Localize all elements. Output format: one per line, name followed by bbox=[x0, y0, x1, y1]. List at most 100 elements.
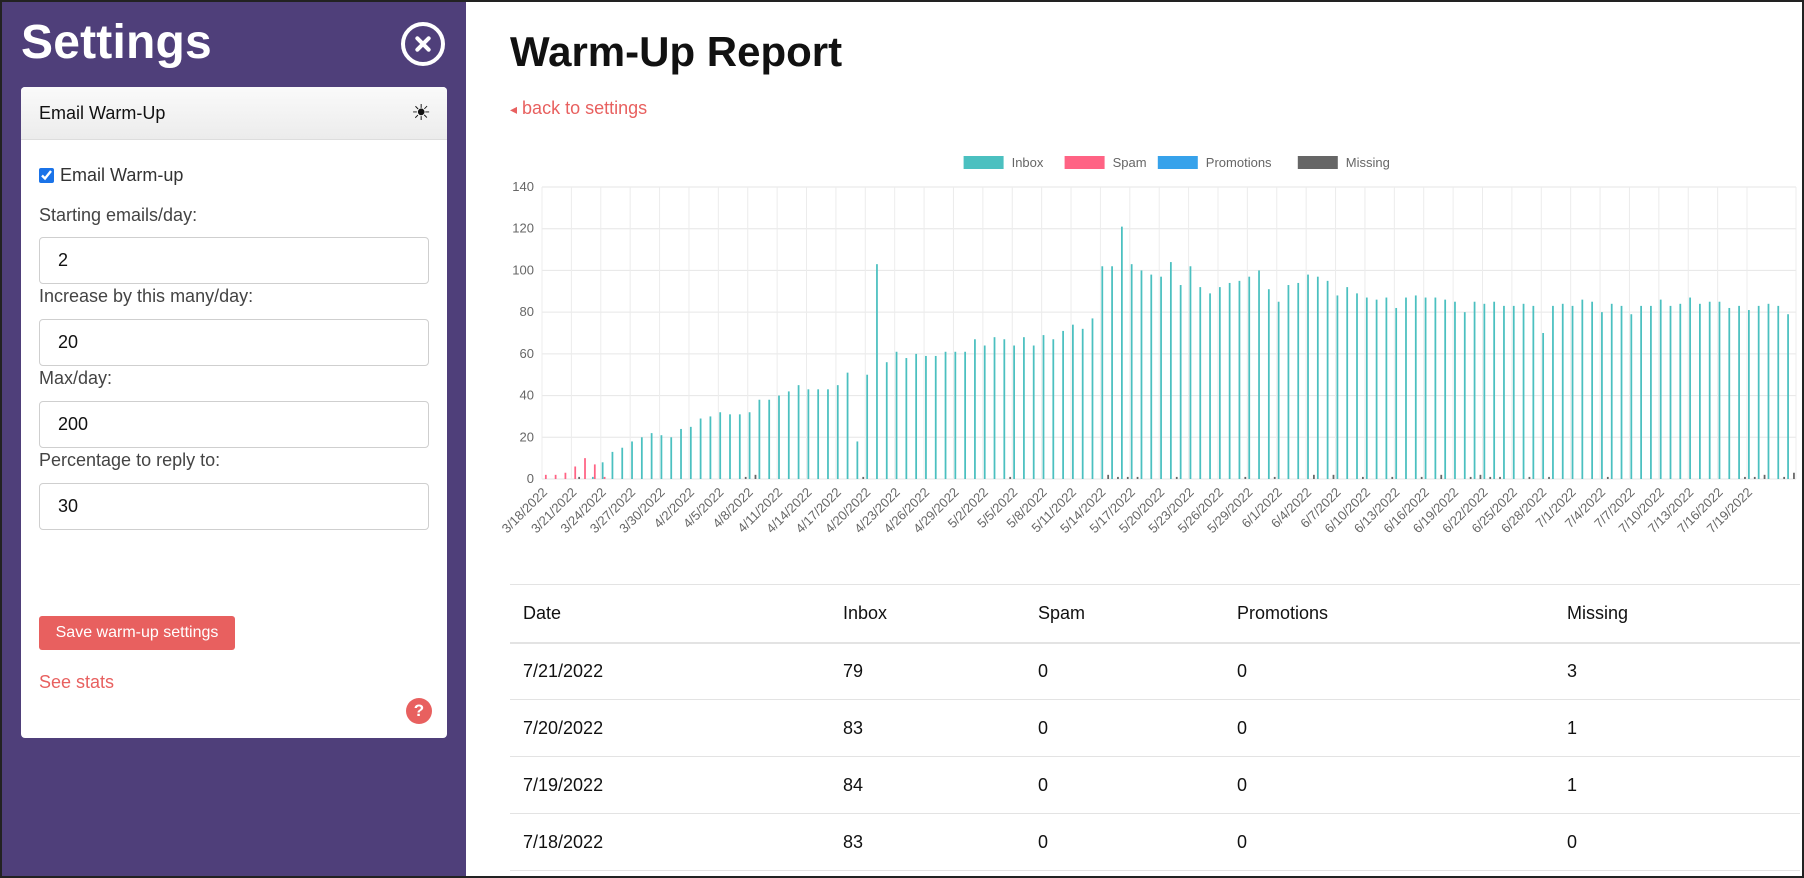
email-warmup-checkbox[interactable] bbox=[39, 168, 54, 183]
bar-inbox bbox=[621, 447, 624, 479]
email-warmup-label: Email Warm-up bbox=[60, 165, 184, 185]
cell-spam: 0 bbox=[1025, 756, 1224, 814]
back-to-settings-link[interactable]: ◂ back to settings bbox=[510, 98, 647, 119]
legend-swatch-inbox bbox=[963, 156, 1004, 169]
bar-inbox bbox=[974, 339, 976, 479]
bar-inbox bbox=[817, 389, 820, 479]
cell-promotions: 0 bbox=[1224, 642, 1554, 700]
y-tick-label: 120 bbox=[512, 221, 534, 236]
bar-inbox bbox=[1522, 303, 1525, 479]
bar-inbox bbox=[1189, 266, 1192, 479]
bar-inbox bbox=[925, 355, 927, 479]
bar-inbox bbox=[631, 441, 633, 479]
y-tick-label: 80 bbox=[520, 304, 534, 319]
bar-inbox bbox=[1297, 282, 1300, 479]
bar-inbox bbox=[1454, 301, 1456, 479]
bar-missing bbox=[862, 476, 865, 479]
bar-inbox bbox=[738, 414, 741, 479]
sun-icon[interactable]: ☀ bbox=[411, 100, 431, 125]
bar-inbox bbox=[1336, 295, 1339, 479]
bar-inbox bbox=[719, 412, 722, 479]
bar-inbox bbox=[1091, 318, 1094, 479]
bar-inbox bbox=[1718, 301, 1721, 479]
bar-inbox bbox=[964, 351, 967, 479]
bar-missing bbox=[744, 476, 747, 479]
cell-promotions: 0 bbox=[1224, 813, 1554, 871]
bar-missing bbox=[1440, 474, 1443, 479]
bar-inbox bbox=[689, 426, 692, 479]
bar-inbox bbox=[1708, 301, 1711, 479]
header-spam: Spam bbox=[1025, 584, 1224, 644]
bar-inbox bbox=[1042, 335, 1045, 479]
bar-inbox bbox=[1395, 307, 1398, 479]
bar-missing bbox=[1244, 476, 1247, 479]
bar-inbox bbox=[778, 395, 780, 479]
see-stats-link[interactable]: See stats bbox=[39, 672, 115, 692]
email-warmup-toggle[interactable]: Email Warm-up bbox=[39, 165, 183, 186]
bar-inbox bbox=[591, 476, 594, 479]
bar-spam bbox=[554, 474, 557, 479]
legend-label-spam: Spam bbox=[1113, 155, 1147, 170]
bar-inbox bbox=[1111, 266, 1113, 479]
bar-inbox bbox=[640, 437, 643, 479]
starting-emails-input[interactable] bbox=[39, 237, 429, 284]
bar-inbox bbox=[827, 389, 829, 479]
header-inbox: Inbox bbox=[830, 584, 1025, 644]
header-date: Date bbox=[510, 584, 830, 644]
legend-swatch-promotions bbox=[1157, 156, 1198, 169]
card-title: Email Warm-Up bbox=[39, 103, 166, 123]
reply-percentage-input[interactable] bbox=[39, 483, 429, 530]
increase-per-day-input[interactable] bbox=[39, 319, 429, 366]
bar-inbox bbox=[1503, 305, 1505, 479]
close-icon[interactable] bbox=[401, 22, 445, 66]
bar-inbox bbox=[1120, 226, 1123, 479]
bar-missing bbox=[1548, 476, 1550, 479]
help-icon[interactable]: ? bbox=[406, 698, 432, 724]
bar-inbox bbox=[1414, 295, 1417, 479]
bar-inbox bbox=[1552, 305, 1554, 479]
bar-inbox bbox=[1630, 314, 1633, 479]
bar-inbox bbox=[768, 399, 771, 479]
bar-missing bbox=[1332, 474, 1335, 479]
bar-inbox bbox=[944, 351, 947, 479]
bar-inbox bbox=[1728, 307, 1731, 479]
legend-label-inbox: Inbox bbox=[1012, 155, 1044, 170]
y-tick-label: 140 bbox=[512, 179, 534, 194]
cell-spam: 0 bbox=[1025, 813, 1224, 871]
cell-date: 7/18/2022 bbox=[510, 813, 830, 871]
header-promotions: Promotions bbox=[1224, 584, 1554, 644]
legend-label-missing: Missing bbox=[1346, 155, 1390, 170]
bar-missing bbox=[1783, 476, 1786, 479]
bar-inbox bbox=[1610, 303, 1613, 479]
bar-inbox bbox=[1738, 305, 1740, 479]
cell-promotions: 0 bbox=[1224, 699, 1554, 757]
bar-inbox bbox=[1767, 303, 1770, 479]
bar-missing bbox=[1479, 474, 1482, 479]
save-warmup-settings-button[interactable]: Save warm-up settings bbox=[39, 616, 235, 650]
bar-inbox bbox=[709, 416, 712, 479]
bar-missing bbox=[1107, 474, 1110, 479]
y-tick-label: 40 bbox=[520, 388, 534, 403]
bar-inbox bbox=[1346, 287, 1349, 479]
cell-inbox: 84 bbox=[830, 756, 1025, 814]
bar-missing bbox=[1528, 476, 1531, 479]
bar-missing bbox=[1489, 476, 1492, 479]
bar-missing bbox=[1469, 476, 1472, 479]
bar-spam bbox=[593, 464, 596, 479]
legend-label-promotions: Promotions bbox=[1206, 155, 1272, 170]
bar-inbox bbox=[1032, 345, 1035, 479]
max-per-day-input[interactable] bbox=[39, 401, 429, 448]
bar-inbox bbox=[1571, 305, 1574, 479]
cell-spam: 0 bbox=[1025, 642, 1224, 700]
bar-inbox bbox=[1689, 297, 1691, 479]
bar-inbox bbox=[699, 418, 702, 479]
y-tick-label: 60 bbox=[520, 346, 534, 361]
card-header[interactable]: Email Warm-Up ☀ bbox=[21, 87, 447, 140]
bar-inbox bbox=[983, 345, 986, 479]
settings-sidebar: Settings Email Warm-Up ☀ Email Warm-up S… bbox=[2, 2, 466, 876]
warmup-table: Date Inbox Spam Promotions Missing 7/21/… bbox=[510, 584, 1800, 871]
bar-missing bbox=[1606, 476, 1609, 479]
bar-inbox bbox=[885, 362, 888, 479]
bar-inbox bbox=[836, 385, 839, 479]
bar-inbox bbox=[1473, 301, 1476, 479]
